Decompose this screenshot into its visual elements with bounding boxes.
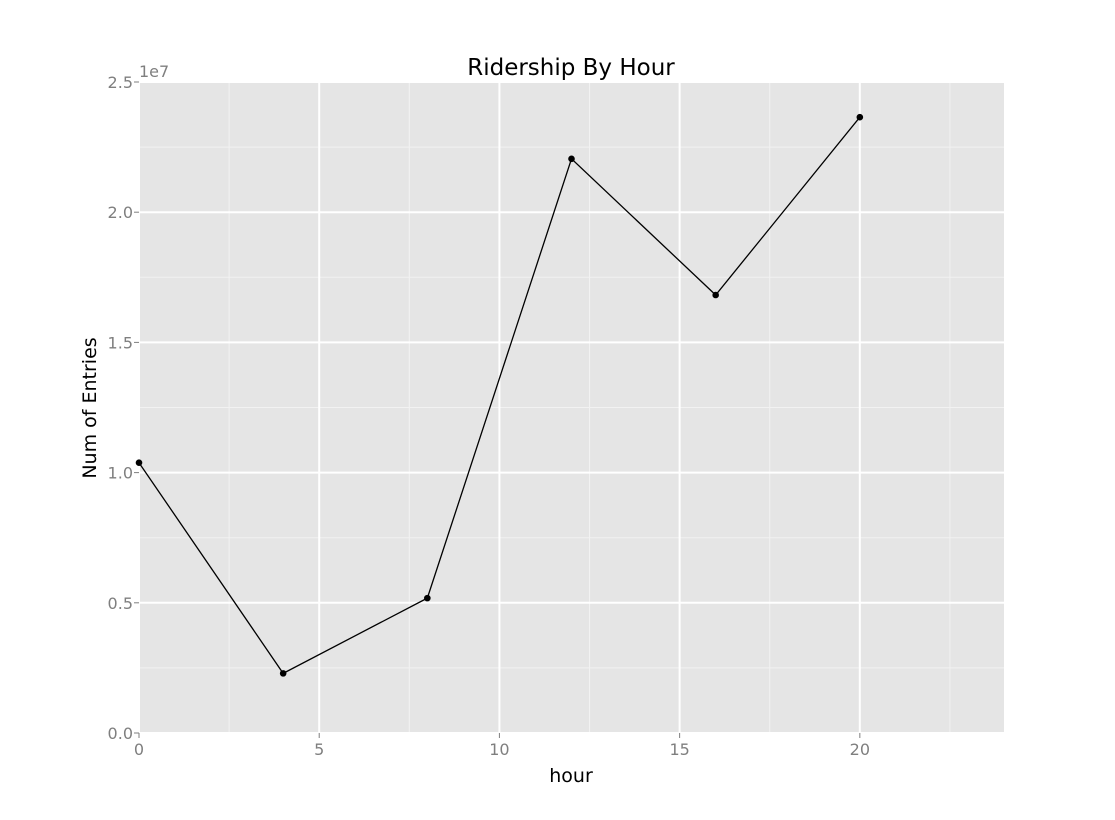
data-point [279, 670, 287, 677]
chart-title: Ridership By Hour [467, 55, 675, 81]
data-point [568, 155, 575, 163]
series-group [135, 113, 864, 677]
y-tick-label: 0.0 [108, 724, 133, 743]
y-tick-label: 1.0 [108, 464, 133, 483]
y-axis-ticks: 0.0 0.5 1.0 1.5 2.0 2.5 [108, 73, 139, 743]
y-axis-label: Num of Entries [79, 337, 101, 478]
x-tick-label: 5 [314, 740, 324, 759]
data-point [712, 291, 719, 299]
y-tick-label: 2.0 [108, 203, 133, 222]
data-point [424, 594, 431, 602]
x-tick-label: 15 [669, 740, 689, 759]
data-point [856, 113, 864, 121]
x-tick-label: 0 [134, 740, 144, 759]
x-tick-label: 20 [850, 740, 870, 759]
x-axis-label: hour [549, 765, 593, 787]
y-axis-offset-label: 1e7 [139, 62, 169, 81]
major-gridlines [138, 81, 1004, 734]
series-line [138, 116, 861, 675]
x-tick-label: 10 [489, 740, 509, 759]
y-tick-label: 0.5 [108, 594, 133, 613]
y-tick-label: 2.5 [108, 73, 133, 92]
data-point [135, 459, 143, 467]
y-tick-label: 1.5 [108, 333, 133, 352]
x-axis-ticks: 0 5 10 15 20 [134, 733, 870, 759]
